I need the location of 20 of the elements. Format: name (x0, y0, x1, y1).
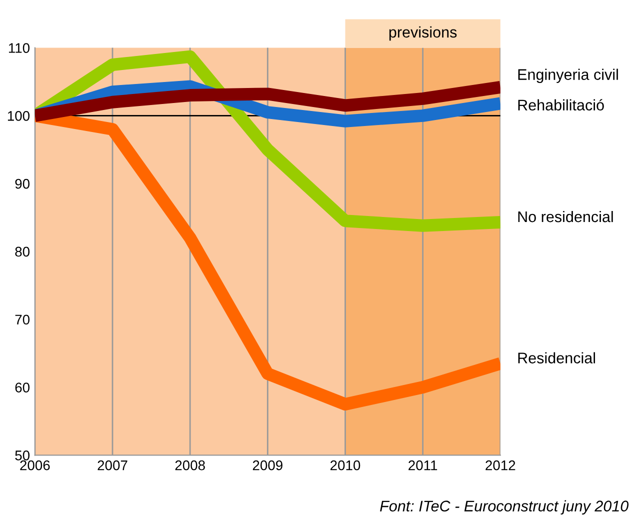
series-label: No residencial (518, 210, 613, 222)
x-tick-label: 2009 (252, 460, 282, 470)
x-tick-label: 2008 (175, 460, 205, 470)
x-tick-label: 2011 (408, 460, 438, 470)
y-tick-label: 110 (8, 43, 30, 53)
x-tick-label: 2006 (20, 460, 50, 470)
series-label: Residencial (518, 352, 596, 364)
y-tick-label: 50 (15, 450, 30, 460)
x-tick-label: 2012 (486, 460, 516, 470)
x-tick-label: 2007 (98, 460, 128, 470)
y-tick-label: 90 (15, 178, 30, 189)
series-label: Rehabilitació (518, 99, 604, 111)
text: Font: ITeC - Euroconstruct juny 2010 (380, 500, 629, 514)
y-tick-label: 100 (8, 111, 30, 121)
y-tick-label: 70 (15, 314, 30, 325)
band-label: previsions (389, 26, 457, 41)
y-tick-label: 60 (15, 382, 30, 392)
series-label: Enginyeria civil (518, 68, 618, 83)
y-tick-label: 80 (15, 246, 30, 257)
x-tick-label: 2010 (330, 460, 360, 470)
